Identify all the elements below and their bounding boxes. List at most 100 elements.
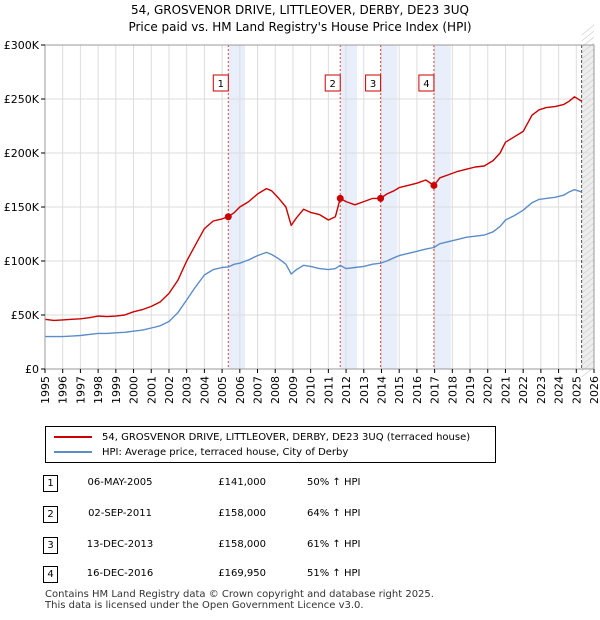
forecast-hatch-line (581, 162, 595, 174)
forecast-hatch-line (581, 270, 595, 282)
forecast-hatch-line (581, 210, 595, 222)
sale-date: 16-DEC-2016 (86, 568, 154, 579)
sale-price: £158,000 (218, 508, 266, 519)
table-row: 1 06-MAY-2005 £141,000 50% ↑ HPI (0, 475, 600, 493)
x-tick-label: 2014 (375, 376, 388, 404)
forecast-hatch-line (581, 120, 595, 132)
x-tick-label: 2013 (358, 376, 371, 404)
forecast-hatch-line (581, 222, 595, 234)
sale-label-number: 4 (423, 79, 429, 90)
x-tick-label: 2016 (411, 376, 424, 404)
forecast-hatch-line (581, 186, 595, 198)
forecast-hatch-line (581, 288, 595, 300)
legend-swatch-blue (54, 451, 92, 453)
y-tick-label: £200K (4, 147, 40, 160)
x-tick-label: 2005 (216, 376, 229, 404)
forecast-hatch-line (581, 156, 595, 168)
forecast-hatch-line (581, 192, 595, 204)
forecast-hatch-line (581, 30, 595, 42)
legend-swatch-red (54, 436, 92, 438)
sale-label-box (212, 74, 229, 92)
sale-hpi-change: 50% ↑ HPI (307, 477, 361, 488)
y-tick-label: £0 (25, 363, 39, 376)
table-row: 2 02-SEP-2011 £158,000 64% ↑ HPI (0, 506, 600, 524)
sale-hpi-change: 61% ↑ HPI (307, 539, 361, 550)
x-tick-label: 2025 (570, 376, 583, 404)
forecast-hatch-line (581, 66, 595, 78)
chart-title: 54, GROSVENOR DRIVE, LITTLEOVER, DERBY, … (131, 3, 469, 17)
forecast-hatch-line (581, 102, 595, 114)
x-tick-label: 2018 (446, 376, 459, 404)
sale-point (430, 181, 438, 189)
forecast-hatch-line (581, 174, 595, 186)
y-tick-label: £300K (4, 39, 40, 52)
footer-license: This data is licensed under the Open Gov… (45, 600, 364, 611)
forecast-hatch-line (581, 132, 595, 144)
x-tick-label: 2026 (588, 376, 600, 404)
sale-label-number: 1 (218, 79, 224, 90)
sale-label-number: 3 (370, 79, 376, 90)
x-tick-label: 2012 (340, 376, 353, 404)
sale-hpi-change: 64% ↑ HPI (307, 508, 361, 519)
sale-label-box (324, 74, 341, 92)
forecast-hatch-line (581, 240, 595, 252)
x-tick-label: 2007 (252, 376, 265, 404)
table-row: 4 16-DEC-2016 £169,950 51% ↑ HPI (0, 566, 600, 584)
forecast-hatch-line (581, 234, 595, 246)
y-tick-label: £150K (4, 201, 40, 214)
legend-label-hpi: HPI: Average price, terraced house, City… (102, 446, 349, 458)
property-series-line (44, 96, 582, 322)
sale-hpi-change: 51% ↑ HPI (307, 568, 361, 579)
forecast-hatch-line (581, 276, 595, 288)
sale-marker-badge: 1 (43, 475, 58, 492)
forecast-hatch-line (581, 324, 595, 336)
forecast-hatch-line (581, 264, 595, 276)
forecast-hatch-line (581, 282, 595, 294)
x-tick-label: 2019 (464, 376, 477, 404)
forecast-hatch-line (581, 342, 595, 354)
forecast-hatch-line (581, 114, 595, 126)
sale-price: £158,000 (218, 539, 266, 550)
x-tick-label: 1997 (74, 376, 87, 404)
sale-marker-badge: 3 (43, 537, 58, 554)
x-tick-label: 2006 (234, 376, 247, 404)
x-tick-label: 2000 (128, 376, 141, 404)
sale-point (224, 213, 232, 221)
forecast-hatch-line (581, 216, 595, 228)
sale-marker-badge: 4 (43, 566, 58, 583)
x-tick-label: 2002 (163, 376, 176, 404)
forecast-hatch-line (581, 354, 595, 366)
legend-item-hpi: HPI: Average price, terraced house, City… (54, 445, 348, 459)
y-tick-label: £250K (4, 93, 40, 106)
sale-date: 02-SEP-2011 (88, 508, 152, 519)
x-tick-label: 2015 (393, 376, 406, 404)
forecast-hatch-line (581, 180, 595, 192)
sale-point (377, 194, 385, 202)
x-tick-label: 2010 (305, 376, 318, 404)
forecast-hatch-line (581, 126, 595, 138)
forecast-hatch-line (581, 348, 595, 360)
x-tick-label: 2021 (499, 376, 512, 404)
forecast-hatch-line (581, 78, 595, 90)
forecast-hatch-line (581, 246, 595, 258)
chart-legend: 54, GROSVENOR DRIVE, LITTLEOVER, DERBY, … (45, 426, 496, 463)
chart-subtitle: Price paid vs. HM Land Registry's House … (128, 20, 472, 34)
x-tick-label: 2001 (145, 376, 158, 404)
x-tick-label: 2023 (535, 376, 548, 404)
forecast-hatch-line (581, 72, 595, 84)
forecast-hatch-line (581, 336, 595, 348)
legend-item-property: 54, GROSVENOR DRIVE, LITTLEOVER, DERBY, … (54, 430, 470, 444)
sale-date: 13-DEC-2013 (86, 539, 154, 550)
x-tick-label: 1996 (57, 376, 70, 404)
forecast-hatch-line (581, 48, 595, 60)
forecast-hatch-line (581, 108, 595, 120)
forecast-hatch-line (581, 228, 595, 240)
forecast-hatch-line (581, 54, 595, 66)
forecast-hatch-line (581, 24, 595, 36)
x-tick-label: 2011 (322, 376, 335, 404)
x-tick-label: 2003 (181, 376, 194, 404)
sale-price: £169,950 (218, 568, 266, 579)
x-tick-label: 1999 (110, 376, 123, 404)
legend-label-property: 54, GROSVENOR DRIVE, LITTLEOVER, DERBY, … (102, 431, 471, 443)
x-tick-label: 2008 (269, 376, 282, 404)
